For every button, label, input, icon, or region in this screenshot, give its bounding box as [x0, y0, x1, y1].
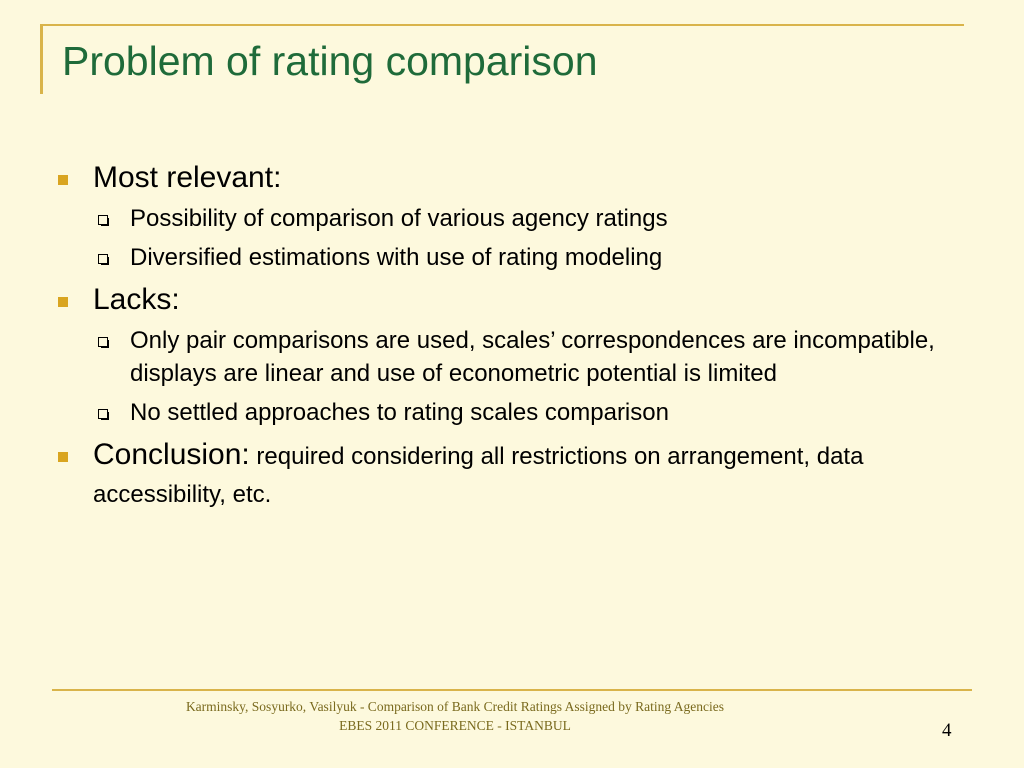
slide-footer: Karminsky, Sosyurko, Vasilyuk - Comparis…: [100, 697, 810, 735]
slide-title: Problem of rating comparison: [62, 38, 598, 84]
shadowed-box-bullet-icon: [98, 254, 109, 265]
bullet-conclusion: Conclusion: required considering all res…: [56, 437, 976, 513]
bullet-most-relevant: Most relevant:: [56, 160, 976, 196]
sub-bullet: Only pair comparisons are used, scales’ …: [56, 324, 976, 390]
bullet-lacks: Lacks:: [56, 282, 976, 318]
sub-bullet-text: Only pair comparisons are used, scales’ …: [130, 327, 935, 387]
page-number: 4: [942, 720, 952, 741]
shadowed-box-bullet-icon: [98, 409, 109, 420]
slide-content: Most relevant: Possibility of comparison…: [56, 160, 976, 513]
sub-bullet-text: Diversified estimations with use of rati…: [130, 244, 663, 271]
sub-bullet-text: Possibility of comparison of various age…: [130, 205, 668, 232]
square-bullet-icon: [58, 297, 68, 307]
conclusion-heading: Conclusion:: [93, 438, 250, 471]
title-frame-horizontal-line: [40, 24, 964, 26]
sub-bullet-text: No settled approaches to rating scales c…: [130, 399, 669, 426]
sub-bullet: No settled approaches to rating scales c…: [56, 396, 976, 429]
title-frame-vertical-line: [40, 24, 43, 94]
bullet-heading: Lacks:: [93, 283, 180, 316]
footer-divider: [52, 689, 972, 691]
shadowed-box-bullet-icon: [98, 337, 109, 348]
square-bullet-icon: [58, 175, 68, 185]
bullet-heading: Most relevant:: [93, 161, 282, 194]
conclusion-text: required considering all restrictions on…: [93, 443, 864, 508]
shadowed-box-bullet-icon: [98, 215, 109, 226]
square-bullet-icon: [58, 452, 68, 462]
footer-conference: EBES 2011 CONFERENCE - ISTANBUL: [339, 718, 571, 733]
sub-bullet: Diversified estimations with use of rati…: [56, 241, 976, 274]
footer-citation: Karminsky, Sosyurko, Vasilyuk - Comparis…: [185, 699, 725, 714]
sub-bullet: Possibility of comparison of various age…: [56, 202, 976, 235]
